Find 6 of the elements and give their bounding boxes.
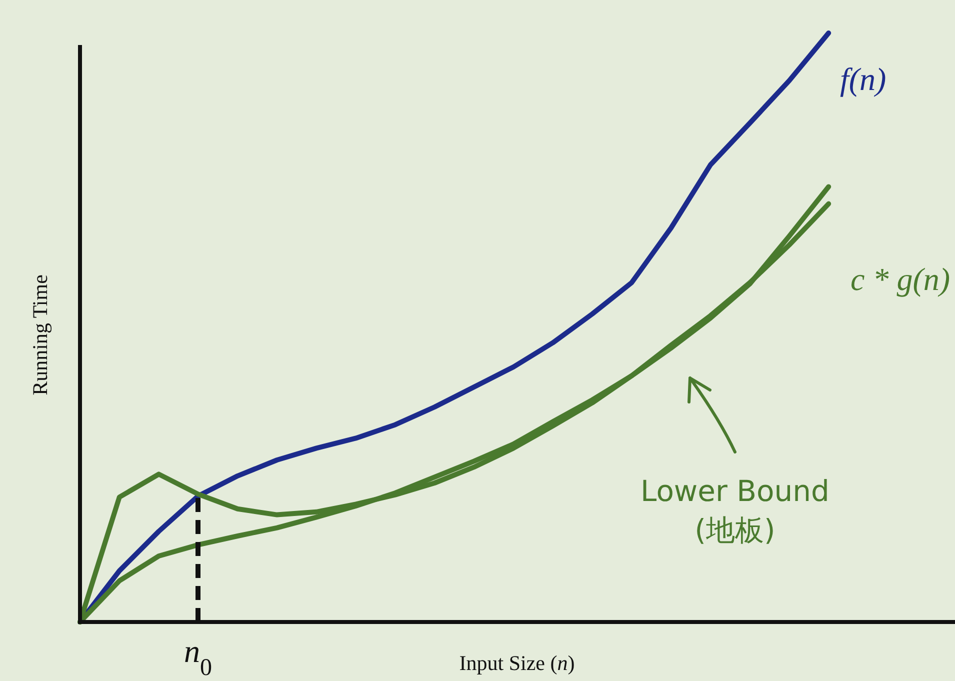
x-axis-title: Input Size (n): [459, 651, 575, 675]
text: n$_{0}$: [184, 633, 212, 681]
y-axis-title: Running Time: [28, 274, 52, 396]
series-label: f(n): [840, 61, 886, 97]
series-label: c * g(n): [850, 261, 950, 297]
annotation: Lower Bound (地板): [640, 473, 830, 550]
